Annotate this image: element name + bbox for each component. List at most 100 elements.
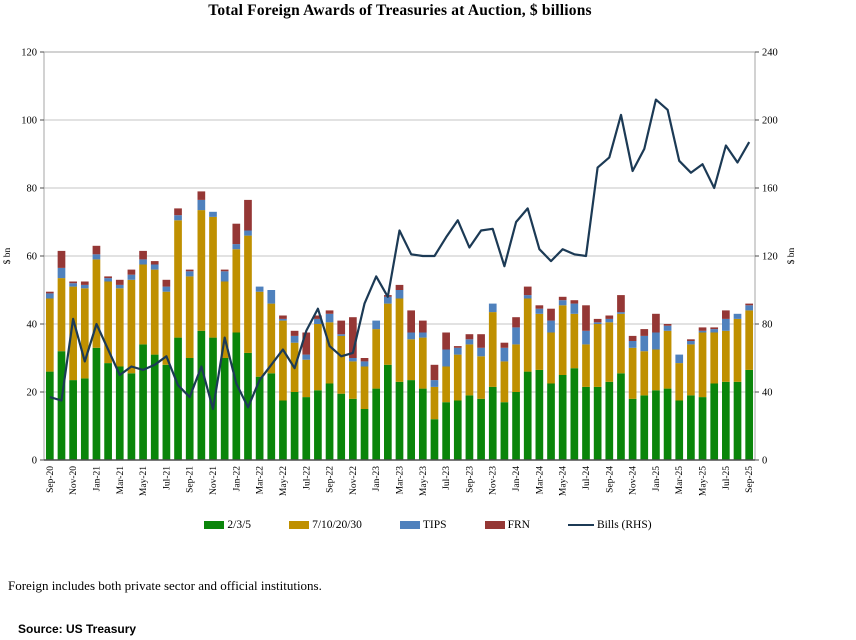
bar-segment-2-Feb-21 <box>104 278 112 282</box>
bar-segment-3-Aug-23 <box>453 346 462 348</box>
bar-segment-0-Oct-24 <box>617 373 625 460</box>
right-axis-label: $ bn <box>786 247 797 264</box>
bar-segment-2-Mar-21 <box>115 284 124 289</box>
bar-segment-2-Sep-21 <box>185 271 194 277</box>
y-tick-label-right: 120 <box>762 252 778 263</box>
bar-segment-3-Oct-22 <box>337 320 346 335</box>
bar-segment-2-Apr-23 <box>407 332 415 340</box>
bar-segment-2-May-21 <box>139 259 147 265</box>
bar-segment-3-Feb-24 <box>523 286 532 296</box>
bar-segment-2-Feb-22 <box>244 230 252 236</box>
gold-swatch-icon <box>289 521 310 529</box>
bar-segment-3-Jun-22 <box>290 330 299 336</box>
x-tick-label: May-25 <box>699 466 709 496</box>
bar-segment-2-Apr-25 <box>687 341 695 345</box>
bar-segment-0-Apr-25 <box>687 395 695 460</box>
bar-segment-2-Oct-20 <box>57 267 66 279</box>
y-tick-label-left: 40 <box>27 320 38 331</box>
bar-segment-3-Sep-20 <box>45 291 54 294</box>
bar-segment-1-Sep-22 <box>325 322 334 384</box>
bar-segment-1-Apr-21 <box>127 279 136 374</box>
bar-segment-3-Jul-25 <box>722 310 730 319</box>
bar-segment-3-May-22 <box>279 315 287 319</box>
bar-segment-1-Dec-22 <box>360 366 369 409</box>
x-tick-label: Jan-21 <box>92 466 102 492</box>
bar-segment-1-Jan-24 <box>512 344 520 392</box>
bar-segment-0-Aug-21 <box>174 337 182 460</box>
bar-segment-2-Jan-24 <box>512 327 520 345</box>
bar-segment-0-May-24 <box>558 375 567 460</box>
bar-segment-0-Jan-23 <box>372 388 381 460</box>
bar-segment-3-May-25 <box>698 327 707 331</box>
bar-segment-2-Jun-22 <box>290 335 299 343</box>
bar-segment-2-Sep-24 <box>605 318 614 323</box>
bar-segment-2-May-24 <box>558 300 567 306</box>
bar-segment-1-Aug-25 <box>733 318 742 382</box>
bar-segment-2-Jul-21 <box>162 286 171 292</box>
bar-segment-2-Dec-22 <box>360 361 369 367</box>
bar-segment-0-Jan-25 <box>652 390 660 460</box>
x-tick-label: Mar-23 <box>396 466 406 495</box>
bar-segment-2-Mar-24 <box>535 308 544 314</box>
x-tick-label: Jul-24 <box>582 466 592 490</box>
legend-item-tips: TIPS <box>399 519 447 531</box>
bar-segment-3-Jun-23 <box>430 364 439 381</box>
y-tick-label-left: 0 <box>32 456 37 467</box>
bar-segment-3-Jul-24 <box>582 305 590 331</box>
bar-segment-2-Nov-20 <box>69 283 77 287</box>
bar-segment-1-Feb-23 <box>384 303 392 365</box>
x-tick-label: Mar-21 <box>116 466 126 495</box>
chart-legend: 2/3/5 7/10/20/30 TIPS FRN Bills (RHS) <box>0 519 856 531</box>
bar-segment-2-Jun-24 <box>570 303 579 314</box>
bar-segment-2-Dec-20 <box>80 284 89 289</box>
bar-segment-2-Mar-23 <box>395 290 404 299</box>
bar-segment-3-Nov-20 <box>69 281 77 284</box>
legend-label: TIPS <box>422 519 447 531</box>
bar-segment-3-Oct-21 <box>197 191 206 200</box>
left-axis-label: $ bn <box>2 247 13 264</box>
bar-segment-3-Mar-24 <box>535 305 544 309</box>
bar-segment-2-Feb-25 <box>663 325 672 331</box>
bar-segment-3-May-21 <box>139 250 147 260</box>
bar-segment-3-Apr-25 <box>687 339 695 341</box>
x-tick-label: Jul-25 <box>722 466 732 490</box>
x-tick-label: Sep-20 <box>46 466 56 493</box>
bar-segment-3-Jun-25 <box>710 327 719 330</box>
bar-segment-2-Sep-23 <box>465 339 474 345</box>
bar-segment-0-Dec-24 <box>640 395 649 460</box>
bar-segment-0-Jul-22 <box>302 397 311 460</box>
bar-segment-1-Oct-20 <box>57 278 66 352</box>
x-tick-label: Nov-21 <box>209 466 219 495</box>
x-tick-label: Sep-22 <box>326 466 336 493</box>
bar-segment-2-Dec-24 <box>640 335 649 352</box>
bar-segment-3-Oct-20 <box>57 250 66 268</box>
bar-segment-3-Jul-23 <box>442 332 450 350</box>
bar-segment-0-May-22 <box>279 400 287 460</box>
bar-segment-1-Aug-22 <box>314 324 322 391</box>
bar-segment-3-Sep-22 <box>325 310 334 314</box>
bar-segment-1-Jul-22 <box>302 359 311 398</box>
bar-segment-0-Sep-20 <box>45 371 54 460</box>
bar-segment-1-Jan-22 <box>232 249 241 333</box>
bar-segment-2-Jun-23 <box>430 380 439 387</box>
bar-segment-2-Aug-21 <box>174 215 182 221</box>
bar-segment-1-May-23 <box>418 337 427 389</box>
bar-segment-1-Nov-22 <box>349 361 357 399</box>
bar-segment-1-Mar-24 <box>535 313 544 370</box>
x-tick-label: Jan-22 <box>232 466 242 492</box>
bar-segment-0-Mar-24 <box>535 369 544 460</box>
legend-label: 2/3/5 <box>227 519 252 531</box>
bar-segment-1-Mar-22 <box>255 291 264 377</box>
y-tick-label-right: 0 <box>762 456 767 467</box>
bar-segment-0-Oct-23 <box>477 398 485 460</box>
bar-segment-3-Dec-21 <box>220 269 229 272</box>
bar-segment-1-Dec-20 <box>80 288 89 379</box>
bar-segment-0-Sep-25 <box>745 369 754 460</box>
x-tick-label: Sep-24 <box>605 466 615 493</box>
bar-segment-1-Mar-25 <box>675 363 684 401</box>
x-tick-label: Nov-20 <box>69 466 79 495</box>
x-tick-label: Nov-23 <box>489 466 499 495</box>
bar-segment-0-Feb-24 <box>523 371 532 460</box>
bar-segment-2-Jul-25 <box>722 318 730 331</box>
bar-segment-1-Jan-23 <box>372 329 381 389</box>
